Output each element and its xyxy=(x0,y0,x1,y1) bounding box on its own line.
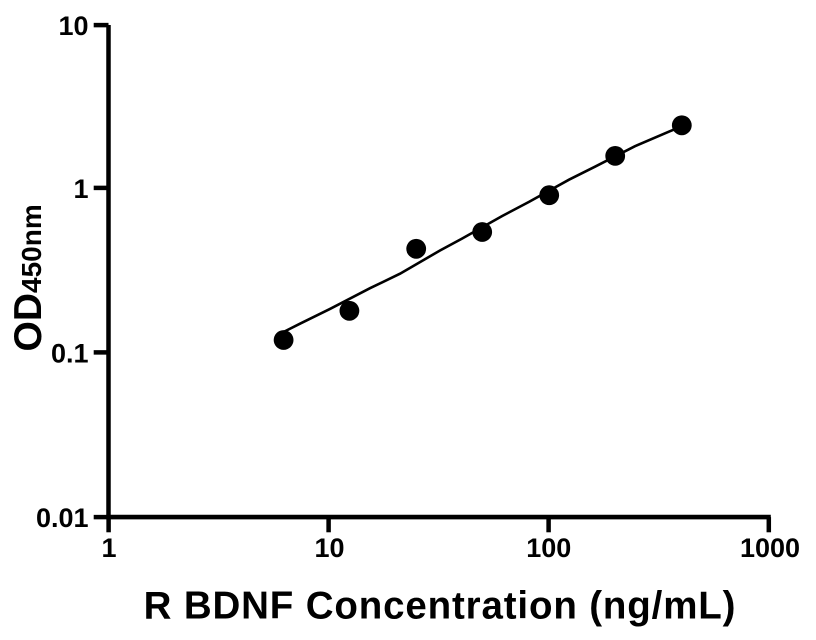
svg-text:1: 1 xyxy=(101,533,116,563)
svg-text:10: 10 xyxy=(314,533,344,563)
svg-text:R BDNF Concentration (ng/mL): R BDNF Concentration (ng/mL) xyxy=(144,585,737,628)
svg-text:10: 10 xyxy=(58,11,88,41)
svg-text:0.1: 0.1 xyxy=(51,338,89,368)
svg-text:0.01: 0.01 xyxy=(36,503,89,533)
svg-text:1000: 1000 xyxy=(740,533,800,563)
svg-text:1: 1 xyxy=(73,174,88,204)
svg-text:100: 100 xyxy=(526,533,571,563)
